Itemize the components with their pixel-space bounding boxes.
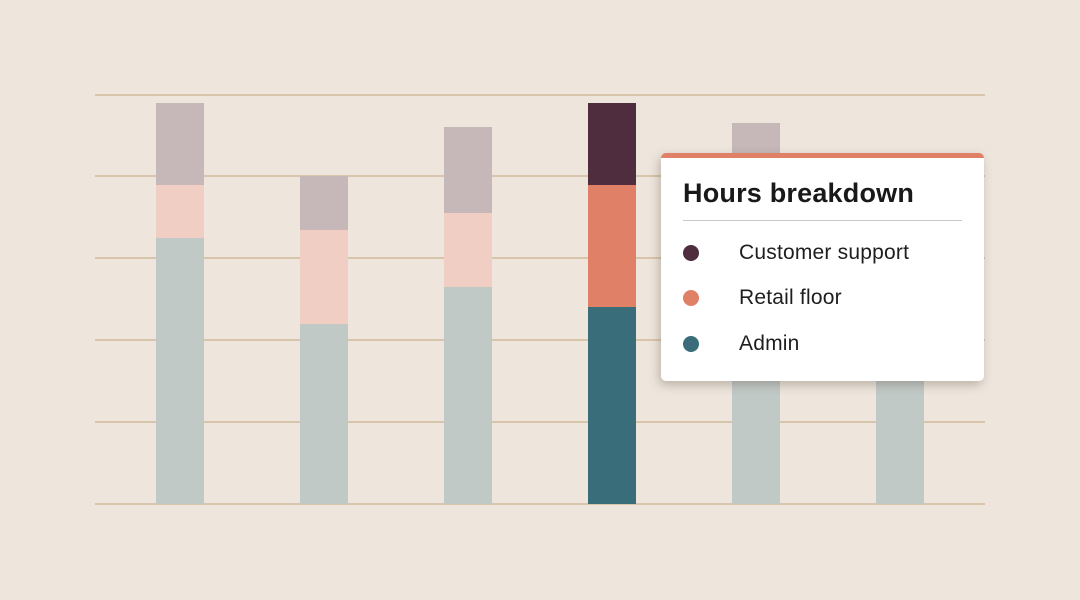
gridline: [95, 503, 985, 505]
legend-dot-retail-floor: [683, 290, 699, 307]
legend-label: Admin: [739, 331, 800, 355]
bar-segment-admin[interactable]: [876, 360, 924, 504]
bar-segment-admin[interactable]: [588, 307, 636, 504]
bar-segment-admin[interactable]: [300, 323, 348, 504]
bar-segment-retail-floor[interactable]: [588, 184, 636, 308]
legend-dot-admin: [683, 335, 699, 352]
gridline: [95, 93, 985, 96]
tooltip-title: Hours breakdown: [683, 178, 915, 208]
bar-segment-customer-support[interactable]: [300, 176, 348, 230]
bar-segment-customer-support[interactable]: [444, 127, 492, 214]
tooltip-divider: [683, 220, 962, 221]
legend-item-admin: Admin: [683, 321, 962, 367]
legend-item-retail-floor: Retail floor: [683, 276, 962, 322]
legend-label: Customer support: [739, 240, 910, 264]
bar-segment-customer-support[interactable]: [588, 102, 636, 185]
legend-label: Retail floor: [739, 286, 842, 310]
hours-breakdown-tooltip: Hours breakdown Customer support Retail …: [661, 153, 984, 381]
bar-segment-admin[interactable]: [444, 286, 492, 504]
gridline: [95, 339, 985, 342]
bar-segment-retail-floor[interactable]: [444, 213, 492, 287]
gridline: [95, 421, 985, 424]
legend-item-customer-support: Customer support: [683, 230, 962, 276]
gridline: [95, 175, 985, 178]
bar-segment-retail-floor[interactable]: [300, 229, 348, 324]
bar-segment-customer-support[interactable]: [156, 102, 204, 185]
tooltip-legend: Customer support Retail floor Admin: [661, 230, 984, 367]
legend-dot-customer-support: [683, 244, 699, 261]
bar-segment-retail-floor[interactable]: [156, 184, 204, 238]
bar-segment-admin[interactable]: [156, 237, 204, 504]
gridline: [95, 257, 985, 260]
